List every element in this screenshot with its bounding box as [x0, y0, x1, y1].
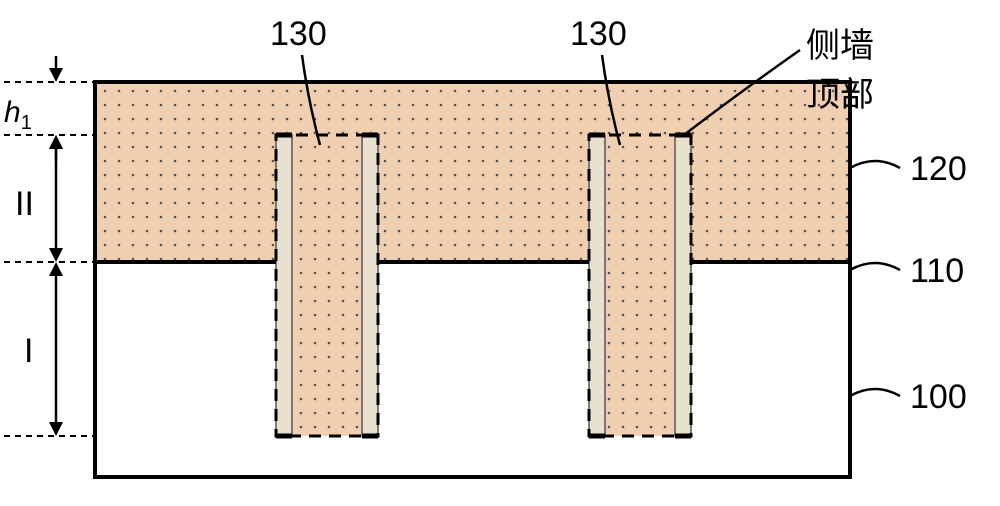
dim-II: II [15, 185, 34, 224]
dim-h1: h1 [4, 96, 32, 135]
label-sidewall-top: 侧墙顶部 [806, 18, 874, 116]
label-130-1: 130 [570, 15, 627, 54]
label-130-0: 130 [270, 15, 327, 54]
label-100: 100 [910, 378, 967, 417]
label-110: 110 [910, 252, 964, 291]
dim-I: I [24, 332, 33, 371]
label-120: 120 [910, 150, 967, 189]
